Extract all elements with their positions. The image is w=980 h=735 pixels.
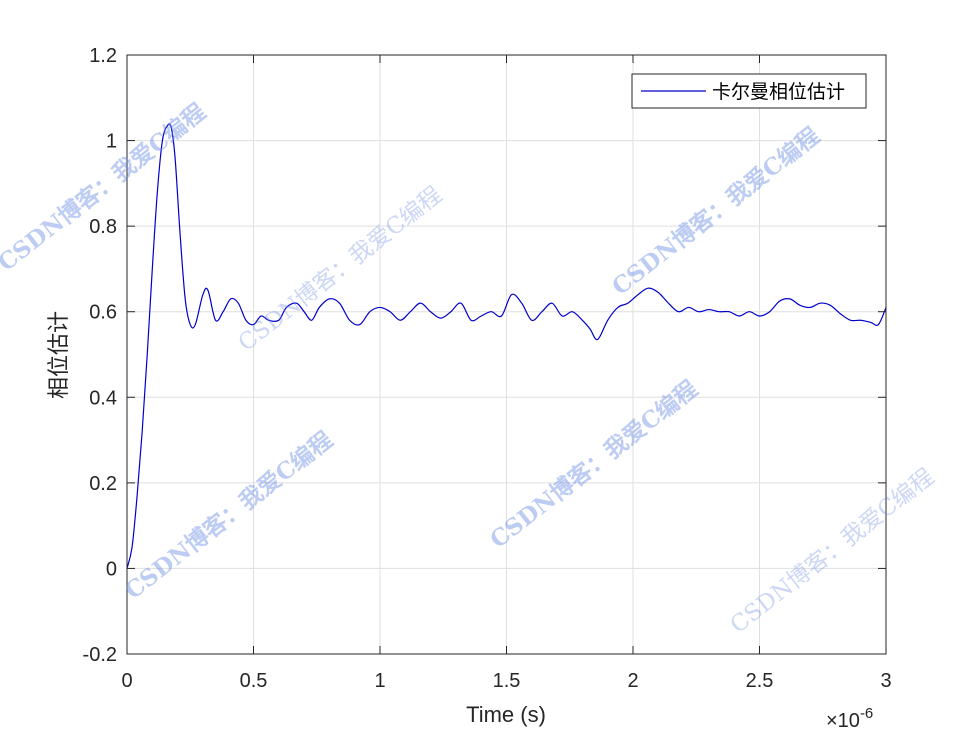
svg-text:×10-6: ×10-6 [826,705,873,732]
series-layer [126,123,887,569]
x-tick-label: 1 [374,670,385,692]
y-tick-label: 1.2 [89,45,117,67]
y-tick-label: 0.2 [89,473,117,495]
grid-lines [127,55,886,654]
y-tick-label: 0.4 [89,387,117,409]
y-tick-label: -0.2 [83,644,117,666]
y-tick-label: 1 [106,131,117,153]
legend-entry-label: 卡尔曼相位估计 [712,81,845,103]
series-line [126,123,887,569]
x-tick-labels: 0 0.5 1 1.5 2 2.5 3 [121,670,891,692]
x-tick-label: 0.5 [240,670,268,692]
y-tick-label: 0.6 [89,302,117,324]
y-axis-label: 相位估计 [46,311,71,399]
x-axis-exponent: ×10-6 [826,705,873,732]
y-tick-labels: -0.2 0 0.2 0.4 0.6 0.8 1 1.2 [83,45,117,666]
x-tick-label: 2 [627,670,638,692]
x-tick-label: 0 [121,670,132,692]
tick-marks [126,54,887,655]
x-tick-label: 3 [880,670,891,692]
legend: 卡尔曼相位估计 [631,73,867,109]
x-exponent-base: ×10 [826,710,860,732]
x-tick-label: 1.5 [493,670,521,692]
x-axis-label: Time (s) [466,702,546,727]
y-tick-label: 0 [106,558,117,580]
x-exponent-power: -6 [860,705,873,722]
y-tick-label: 0.8 [89,216,117,238]
x-tick-label: 2.5 [746,670,774,692]
